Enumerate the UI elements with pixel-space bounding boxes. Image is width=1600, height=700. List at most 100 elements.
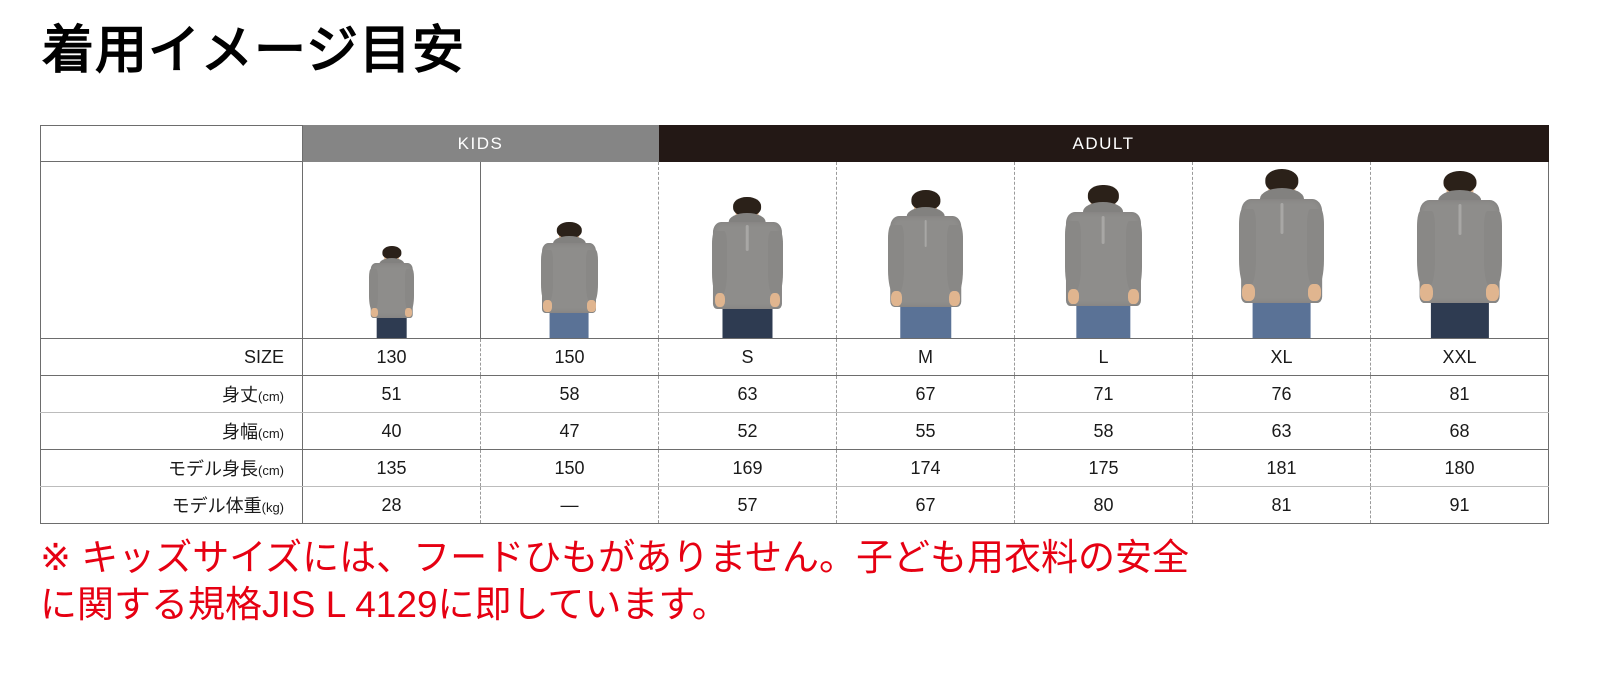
model-cell-XL <box>1192 161 1371 339</box>
model-hand-right <box>1308 283 1321 301</box>
row-label-model-height-text: モデル身長 <box>168 459 258 479</box>
note-line-2: に関する規格JIS L 4129に即しています。 <box>40 584 729 626</box>
model-hood-drawstring <box>1458 204 1462 236</box>
model-hair <box>1264 169 1299 192</box>
model-sleeve-left <box>1064 221 1081 291</box>
model-hood-drawstring <box>924 219 927 248</box>
cell-size-130: 130 <box>302 338 481 376</box>
model-sleeve-right <box>768 230 783 295</box>
model-hair <box>381 246 402 260</box>
group-header-kids: KIDS <box>302 125 659 162</box>
cell-body-width-130: 40 <box>302 412 481 450</box>
model-hand-right <box>769 292 781 308</box>
model-hand-left <box>1067 288 1080 305</box>
cell-body-length-130: 51 <box>302 375 481 413</box>
model-hair <box>1443 170 1477 194</box>
cell-size-L: L <box>1014 338 1193 376</box>
model-hand-left <box>1420 284 1433 302</box>
row-label-body-width: 身幅(cm) <box>40 412 303 450</box>
cell-body-width-M: 55 <box>836 412 1015 450</box>
cell-size-XXL: XXL <box>1369 338 1550 376</box>
model-figure-S <box>711 197 784 338</box>
model-hood-drawstring <box>1102 215 1105 244</box>
model-figure-L <box>1064 184 1144 338</box>
model-sleeve-left <box>1417 210 1435 287</box>
model-hand-left <box>890 290 903 306</box>
model-sleeve-right <box>404 268 414 310</box>
row-unit-body-length: (cm) <box>258 389 284 404</box>
cell-body-width-XL: 63 <box>1192 412 1371 450</box>
cell-size-150: 150 <box>480 338 659 376</box>
row-label-body-width-text: 身幅 <box>222 422 258 442</box>
cell-model-weight-S: 57 <box>658 486 837 524</box>
model-row-blank-cell <box>40 161 303 339</box>
cell-body-width-S: 52 <box>658 412 837 450</box>
cell-model-height-S: 169 <box>658 449 837 487</box>
cell-body-length-XXL: 81 <box>1369 375 1550 413</box>
size-chart-table-wrap: KIDS ADULT <box>40 125 1550 524</box>
cell-body-width-L: 58 <box>1014 412 1193 450</box>
model-hand-left <box>543 300 552 312</box>
row-label-body-length-text: 身丈 <box>222 385 258 405</box>
row-label-model-height: モデル身長(cm) <box>40 449 303 487</box>
table-row-size: SIZE 130 150 S M L XL XXL <box>40 338 1550 376</box>
model-sleeve-right <box>947 225 963 293</box>
cell-body-width-XXL: 68 <box>1369 412 1550 450</box>
cell-size-M: M <box>836 338 1015 376</box>
model-hand-left <box>370 308 378 318</box>
row-label-model-weight-text: モデル体重 <box>171 496 262 516</box>
model-hand-right <box>1486 284 1499 302</box>
model-figure-XL <box>1238 169 1326 338</box>
cell-model-weight-XXL: 91 <box>1369 486 1550 524</box>
group-header-blank <box>40 125 303 162</box>
model-sleeve-left <box>1238 209 1257 287</box>
model-sleeve-left <box>888 225 904 293</box>
model-cell-L <box>1014 161 1193 339</box>
note-line-1: ※ キッズサイズには、フードひもがありません。子ども用衣料の安全 <box>40 537 1190 578</box>
model-hood-drawstring <box>746 225 749 252</box>
cell-size-S: S <box>658 338 837 376</box>
model-figure-130 <box>369 246 415 338</box>
model-hand-left <box>714 292 726 308</box>
cell-model-height-130: 135 <box>302 449 481 487</box>
model-figure-150 <box>540 221 598 338</box>
row-label-model-weight: モデル体重(kg) <box>40 486 303 524</box>
cell-model-weight-XL: 81 <box>1192 486 1371 524</box>
cell-body-length-L: 71 <box>1014 375 1193 413</box>
model-figure-XXL <box>1416 170 1503 338</box>
model-cell-150 <box>480 161 659 339</box>
row-unit-model-height: (cm) <box>258 463 284 478</box>
model-image-row <box>40 161 1550 339</box>
row-label-body-length: 身丈(cm) <box>40 375 303 413</box>
cell-model-height-L: 175 <box>1014 449 1193 487</box>
model-hand-left <box>1242 283 1255 301</box>
cell-body-length-M: 67 <box>836 375 1015 413</box>
model-cell-M <box>836 161 1015 339</box>
size-chart-table: KIDS ADULT <box>40 125 1550 524</box>
model-hair <box>557 221 582 239</box>
model-sleeve-right <box>586 250 598 302</box>
cell-model-height-150: 150 <box>480 449 659 487</box>
table-row-body-width: 身幅(cm) 40 47 52 55 58 63 68 <box>40 412 1550 450</box>
cell-size-XL: XL <box>1192 338 1371 376</box>
cell-body-width-150: 47 <box>480 412 659 450</box>
cell-model-height-XL: 181 <box>1192 449 1371 487</box>
cell-model-height-M: 174 <box>836 449 1015 487</box>
table-row-model-height: モデル身長(cm) 135 150 169 174 175 181 180 <box>40 449 1550 487</box>
model-hand-right <box>948 290 960 306</box>
cell-body-length-S: 63 <box>658 375 837 413</box>
cell-model-height-XXL: 180 <box>1369 449 1550 487</box>
table-row-body-length: 身丈(cm) 51 58 63 67 71 76 81 <box>40 375 1550 413</box>
model-cell-XXL <box>1369 161 1550 339</box>
kids-hood-string-note: ※ キッズサイズには、フードひもがありません。子ども用衣料の安全 に関する規格J… <box>40 534 1560 629</box>
row-unit-body-width: (cm) <box>258 426 284 441</box>
cell-model-weight-150: — <box>480 486 659 524</box>
group-header-row: KIDS ADULT <box>40 125 1550 162</box>
page-title: 着用イメージ目安 <box>42 22 465 80</box>
row-unit-model-weight: (kg) <box>261 500 284 515</box>
model-sleeve-right <box>1484 210 1502 287</box>
model-cell-S <box>658 161 837 339</box>
model-cell-130 <box>302 161 481 339</box>
row-label-size: SIZE <box>40 338 303 376</box>
